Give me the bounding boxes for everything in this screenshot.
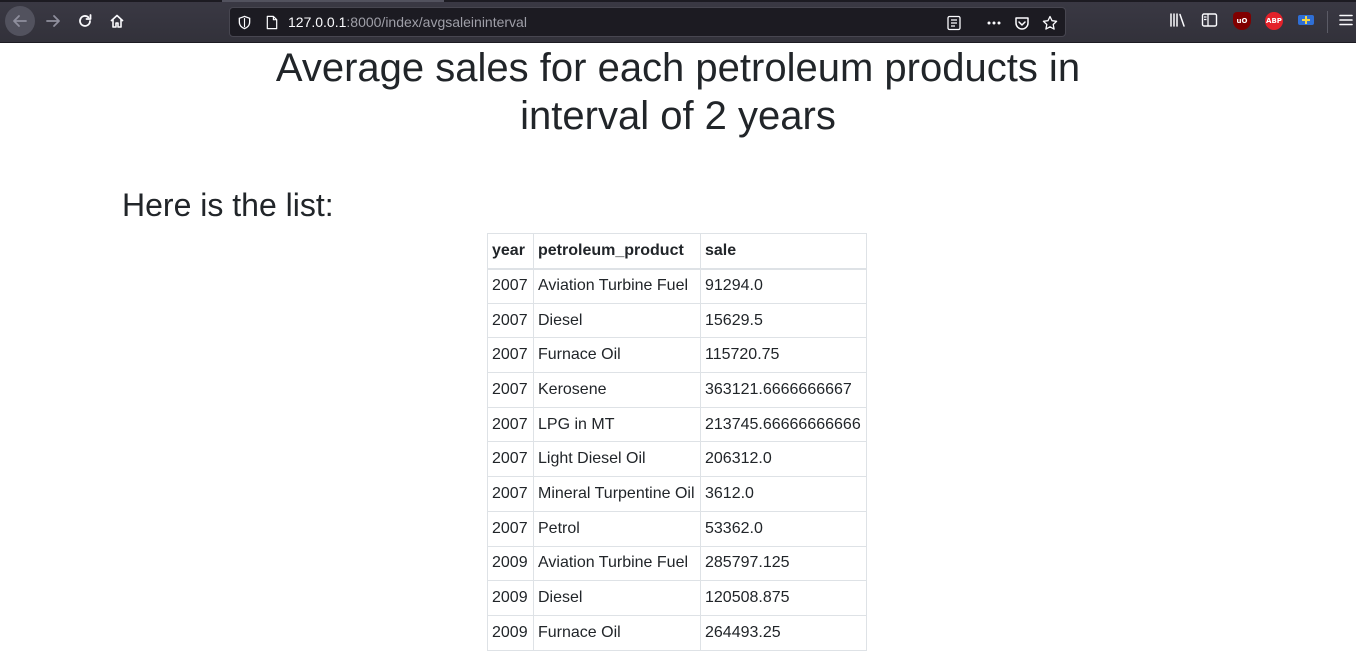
column-header-sale: sale [700,233,867,270]
cell-year: 2007 [487,406,534,443]
list-intro-heading: Here is the list: [122,187,334,223]
extension-icon[interactable] [1297,12,1315,28]
home-icon [110,14,124,28]
cell-year: 2009 [487,580,534,616]
cell-petroleum-product: Mineral Turpentine Oil [533,476,701,512]
cell-year: 2007 [487,268,534,304]
url-text[interactable]: 127.0.0.1:8000/index/avgsaleininterval [288,14,527,30]
table-row: 2007 Mineral Turpentine Oil 3612.0 [487,476,867,512]
shield-icon[interactable] [237,15,252,30]
cell-petroleum-product: Aviation Turbine Fuel [533,268,701,304]
cell-petroleum-product: Diesel [533,302,701,339]
table-row: 2007 Kerosene 363121.6666666667 [487,372,867,408]
more-actions-icon[interactable] [986,15,1002,31]
cell-sale: 213745.66666666666 [700,406,867,443]
cell-sale: 285797.125 [700,545,867,582]
adblock-plus-icon[interactable]: ABP [1265,12,1283,30]
table-row: 2009 Aviation Turbine Fuel 285797.125 [487,545,867,582]
cell-year: 2009 [487,614,534,651]
cell-petroleum-product: Furnace Oil [533,614,701,651]
cell-year: 2007 [487,441,534,478]
cell-petroleum-product: Light Diesel Oil [533,441,701,478]
reader-view-icon[interactable] [946,15,962,31]
column-header-petroleum-product: petroleum_product [533,233,701,270]
hamburger-menu-icon[interactable] [1338,12,1354,28]
cell-year: 2007 [487,337,534,374]
cell-sale: 91294.0 [700,268,867,304]
table-row: 2009 Diesel 120508.875 [487,580,867,616]
tab-strip [0,0,1356,2]
cell-sale: 206312.0 [700,441,867,478]
cell-sale: 115720.75 [700,337,867,374]
page-icon[interactable] [265,15,279,30]
library-icon[interactable] [1169,12,1187,28]
cell-petroleum-product: Aviation Turbine Fuel [533,545,701,582]
table-row: 2007 Petrol 53362.0 [487,510,867,547]
table-row: 2007 Diesel 15629.5 [487,302,867,339]
cell-year: 2009 [487,545,534,582]
bookmark-star-icon[interactable] [1042,15,1058,31]
back-arrow-icon [13,15,27,27]
home-button[interactable] [102,6,132,36]
toolbar-separator [1327,11,1328,33]
pocket-icon[interactable] [1014,15,1030,31]
browser-toolbar: 127.0.0.1:8000/index/avgsaleininterval u… [0,0,1356,43]
cell-year: 2007 [487,372,534,408]
forward-arrow-icon [46,15,60,27]
table-header-row: year petroleum_product sale [487,233,867,270]
sidebar-icon[interactable] [1201,12,1218,28]
cell-petroleum-product: LPG in MT [533,406,701,443]
cell-sale: 120508.875 [700,580,867,616]
column-header-year: year [487,233,534,270]
cell-sale: 264493.25 [700,614,867,651]
table-row: 2007 Furnace Oil 115720.75 [487,337,867,374]
table-row: 2009 Furnace Oil 264493.25 [487,614,867,651]
cell-petroleum-product: Furnace Oil [533,337,701,374]
sales-table: year petroleum_product sale 2007 Aviatio… [487,233,867,651]
cell-year: 2007 [487,302,534,339]
cell-year: 2007 [487,476,534,512]
forward-button[interactable] [38,6,68,36]
active-tab-indicator [222,0,444,2]
cell-sale: 53362.0 [700,510,867,547]
url-bar[interactable]: 127.0.0.1:8000/index/avgsaleininterval [229,7,1066,37]
reload-icon [79,14,92,27]
back-button[interactable] [5,6,35,36]
cell-year: 2007 [487,510,534,547]
ublock-origin-icon[interactable]: uO [1233,12,1251,30]
table-row: 2007 Aviation Turbine Fuel 91294.0 [487,268,867,304]
cell-petroleum-product: Kerosene [533,372,701,408]
cell-sale: 3612.0 [700,476,867,512]
cell-sale: 15629.5 [700,302,867,339]
table-row: 2007 LPG in MT 213745.66666666666 [487,406,867,443]
reload-button[interactable] [70,6,100,36]
cell-sale: 363121.6666666667 [700,372,867,408]
cell-petroleum-product: Petrol [533,510,701,547]
cell-petroleum-product: Diesel [533,580,701,616]
page-title: Average sales for each petroleum product… [275,46,1081,138]
table-row: 2007 Light Diesel Oil 206312.0 [487,441,867,478]
